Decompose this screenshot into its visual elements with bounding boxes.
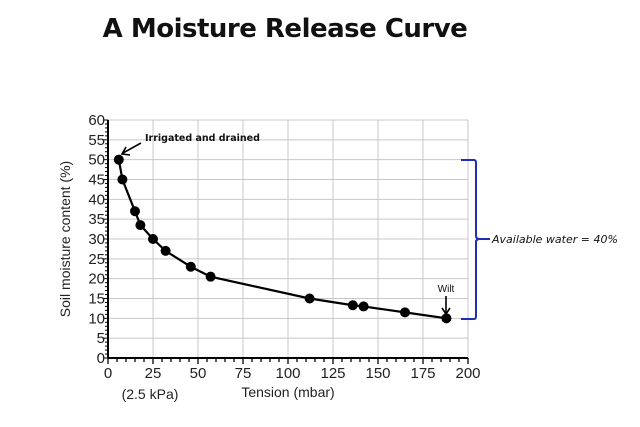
x-tick-label: 200 bbox=[455, 365, 480, 382]
data-point bbox=[400, 307, 410, 318]
data-point bbox=[185, 261, 196, 272]
x-axis-sublabel: (2.5 kPa) bbox=[122, 386, 179, 402]
y-tick-label: 0 bbox=[97, 350, 105, 367]
data-point bbox=[113, 154, 124, 165]
y-tick-label: 40 bbox=[88, 191, 105, 208]
y-tick-label: 35 bbox=[88, 211, 105, 228]
chart-title: A Moisture Release Curve bbox=[102, 14, 468, 44]
annotation-irrigated: Irrigated and drained bbox=[145, 133, 260, 144]
tick-labels: 0 25 50 75 100 125 150 175 200 0 5 10 15 20 25 30 35 40 45… bbox=[88, 112, 480, 382]
x-axis-label: Tension (mbar) bbox=[241, 384, 334, 400]
x-tick-label: 125 bbox=[320, 365, 345, 382]
y-tick-label: 15 bbox=[88, 291, 105, 308]
data-series bbox=[113, 154, 452, 324]
arrow-wilt-icon bbox=[441, 296, 451, 316]
data-point bbox=[130, 206, 140, 217]
y-tick-label: 45 bbox=[88, 172, 105, 189]
y-tick-label: 20 bbox=[88, 271, 105, 288]
y-tick-label: 10 bbox=[88, 310, 105, 327]
x-tick-label: 50 bbox=[190, 365, 207, 382]
data-point bbox=[135, 220, 146, 231]
data-point bbox=[160, 245, 171, 256]
annotation-available-water: Available water = 40% bbox=[491, 233, 618, 246]
y-tick-label: 60 bbox=[88, 112, 105, 129]
y-tick-label: 5 bbox=[97, 330, 105, 347]
y-tick-label: 25 bbox=[88, 251, 105, 268]
available-water-bracket bbox=[461, 159, 490, 320]
data-point bbox=[358, 301, 369, 312]
x-tick-label: 25 bbox=[145, 365, 162, 382]
y-tick-label: 55 bbox=[88, 132, 105, 149]
annotation-wilt: Wilt bbox=[438, 284, 455, 295]
data-point bbox=[205, 271, 216, 282]
axes bbox=[103, 119, 469, 364]
arrow-irrigated-icon bbox=[120, 142, 142, 156]
x-tick-label: 150 bbox=[365, 365, 390, 382]
data-point bbox=[347, 300, 358, 311]
x-tick-label: 0 bbox=[104, 365, 112, 382]
data-point bbox=[304, 293, 315, 304]
x-tick-label: 75 bbox=[235, 365, 252, 382]
data-point bbox=[441, 313, 452, 324]
y-tick-label: 30 bbox=[88, 231, 105, 248]
y-axis-label: Soil moisture content (%) bbox=[57, 161, 73, 317]
x-tick-label: 100 bbox=[275, 365, 300, 382]
x-tick-label: 175 bbox=[410, 365, 435, 382]
data-point bbox=[148, 234, 158, 244]
y-tick-label: 50 bbox=[88, 152, 105, 169]
data-point bbox=[117, 174, 128, 185]
grid-lines bbox=[108, 119, 469, 358]
